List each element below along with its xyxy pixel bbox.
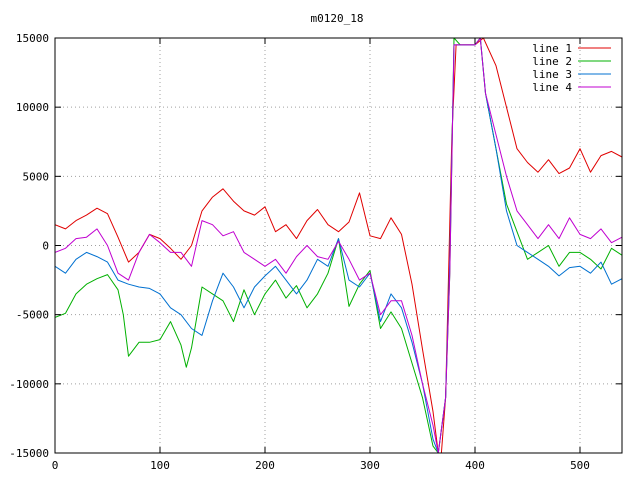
- legend-label: line 3: [532, 68, 572, 81]
- y-tick-label: 15000: [16, 32, 49, 45]
- y-tick-label: 10000: [16, 101, 49, 114]
- y-tick-label: 0: [42, 240, 49, 253]
- x-tick-label: 200: [255, 459, 275, 472]
- y-tick-label: -5000: [16, 309, 49, 322]
- plot-frame: [54, 37, 623, 454]
- series-line-3: [55, 38, 622, 453]
- series-line-4: [55, 38, 622, 453]
- series-layer: [55, 38, 622, 453]
- series-line-2: [55, 38, 622, 453]
- axes: 0 100 200 300 400 500 -15000 -10000 -5000 0 5000 10…: [9, 32, 622, 472]
- y-tick-label: 5000: [23, 170, 50, 183]
- y-tick-label: -15000: [9, 447, 49, 460]
- y-tick-label: -10000: [9, 378, 49, 391]
- x-tick-label: 300: [360, 459, 380, 472]
- legend-label: line 4: [532, 81, 572, 94]
- x-tick-label: 0: [52, 459, 59, 472]
- series-line-1: [55, 38, 622, 453]
- grid: [55, 38, 622, 453]
- legend-label: line 1: [532, 42, 572, 55]
- x-tick-label: 400: [465, 459, 485, 472]
- legend-label: line 2: [532, 55, 572, 68]
- x-tick-label: 100: [150, 459, 170, 472]
- x-tick-label: 500: [570, 459, 590, 472]
- chart-title: m0120_18: [311, 12, 364, 25]
